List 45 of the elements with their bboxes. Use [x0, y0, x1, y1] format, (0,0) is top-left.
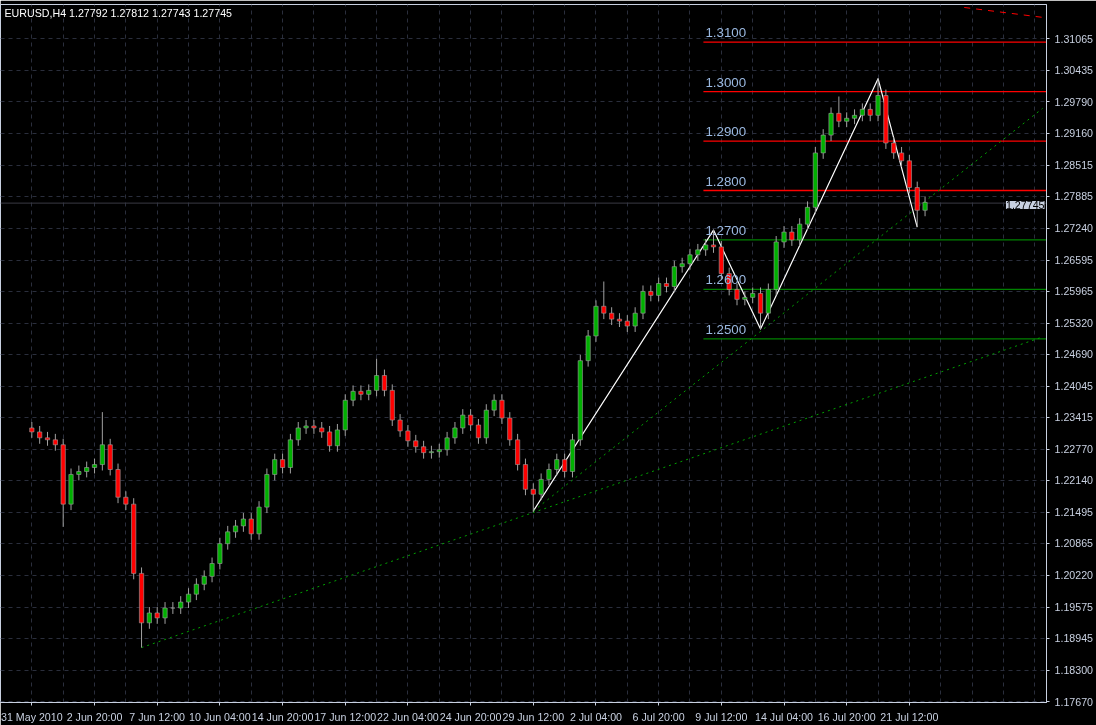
ref-line-label: 1.2700	[705, 222, 747, 238]
y-tick-label: 1.19575	[1054, 601, 1094, 614]
ref-line-label: 1.27745	[1005, 199, 1045, 212]
y-tick-label: 1.27885	[1054, 190, 1094, 203]
y-tick-label: 1.24045	[1054, 380, 1094, 393]
chart-title: EURUSD,H4 1.27792 1.27812 1.27743 1.27745	[4, 6, 233, 19]
y-tick-label: 1.23415	[1054, 411, 1094, 424]
y-tick-label: 1.28515	[1054, 159, 1094, 172]
x-tick-label: 21 Jul 12:00	[880, 710, 939, 723]
ref-line-label: 1.3100	[705, 25, 747, 41]
y-tick-label: 1.22140	[1054, 474, 1094, 487]
x-tick-label: 2 Jun 20:00	[66, 710, 123, 723]
x-tick-label: 29 Jun 12:00	[502, 710, 565, 723]
x-tick-label: 9 Jul 12:00	[695, 710, 748, 723]
x-tick-label: 10 Jun 04:00	[189, 710, 251, 723]
y-tick-label: 1.21495	[1054, 506, 1094, 519]
x-tick-label: 22 Jun 04:00	[377, 710, 439, 723]
y-tick-label: 1.22770	[1054, 443, 1094, 456]
x-tick-label: 6 Jul 20:00	[632, 710, 685, 723]
y-tick-label: 1.20220	[1054, 569, 1094, 582]
ref-line-label: 1.3000	[705, 74, 747, 90]
x-tick-label: 17 Jun 12:00	[314, 710, 377, 723]
x-tick-label: 7 Jun 12:00	[129, 710, 186, 723]
ref-line-label: 1.2500	[705, 321, 747, 337]
x-tick-label: 2 Jul 04:00	[569, 710, 623, 723]
y-tick-label: 1.25320	[1054, 317, 1094, 330]
y-tick-label: 1.29160	[1054, 127, 1094, 140]
y-tick-label: 1.18300	[1054, 664, 1094, 677]
y-tick-label: 1.25965	[1054, 285, 1094, 298]
ref-line-label: 1.2800	[705, 173, 747, 189]
y-tick-label: 1.29790	[1054, 95, 1094, 108]
x-tick-label: 16 Jul 20:00	[817, 710, 876, 723]
y-tick-label: 1.20865	[1054, 537, 1094, 550]
y-tick-label: 1.24690	[1054, 348, 1094, 361]
y-tick-label: 1.30435	[1054, 64, 1094, 77]
x-tick-label: 14 Jun 20:00	[251, 710, 314, 723]
y-tick-label: 1.17670	[1054, 695, 1094, 708]
y-tick-label: 1.26595	[1054, 254, 1094, 266]
y-tick-label: 1.18945	[1054, 632, 1094, 645]
x-tick-label: 31 May 2010	[1, 710, 63, 723]
y-tick-label: 1.31065	[1054, 32, 1094, 45]
x-tick-label: 14 Jul 04:00	[754, 710, 814, 723]
x-tick-label: 24 Jun 20:00	[439, 710, 502, 723]
y-tick-label: 1.27240	[1054, 222, 1094, 235]
ref-line-label: 1.2900	[705, 124, 747, 140]
